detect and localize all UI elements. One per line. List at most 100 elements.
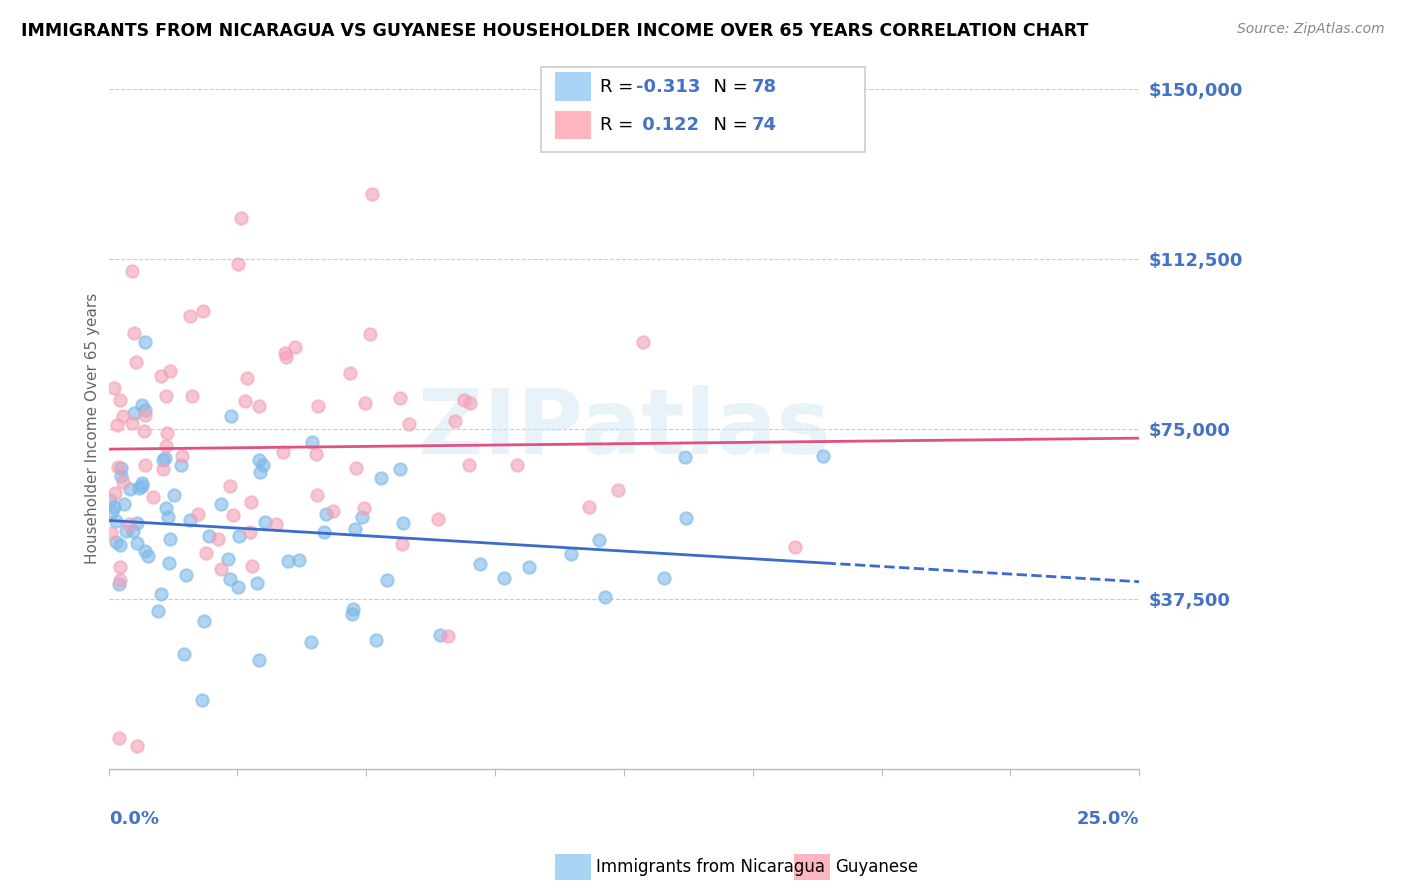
Point [101,505,124,519]
Point [494,571,516,585]
Point [264,516,287,531]
Point [247,453,270,467]
Point [111,409,134,424]
Point [105,514,128,528]
Point [122,406,145,420]
Point [228,529,250,543]
Point [110,392,132,407]
Point [229,211,252,225]
Point [103,381,125,395]
Point [155,388,177,402]
Point [453,393,475,408]
Text: R =: R = [600,116,640,134]
Point [322,504,344,518]
Point [134,543,156,558]
Point [110,461,132,475]
Point [105,535,128,549]
Point [152,461,174,475]
Point [193,614,215,628]
Point [458,396,481,410]
Point [125,516,148,531]
Point [120,482,142,496]
Point [506,458,529,472]
Point [155,450,177,465]
Point [360,187,382,202]
Point [218,572,240,586]
Point [114,524,136,539]
Y-axis label: Householder Income Over 65 years: Householder Income Over 65 years [86,293,100,565]
Point [152,452,174,467]
Point [198,529,221,543]
Point [370,471,392,485]
Point [593,591,616,605]
Text: IMMIGRANTS FROM NICARAGUA VS GUYANESE HOUSEHOLDER INCOME OVER 65 YEARS CORRELATI: IMMIGRANTS FROM NICARAGUA VS GUYANESE HO… [21,22,1088,40]
Point [179,513,201,527]
Point [136,549,159,564]
Point [391,537,413,551]
Text: 0.122: 0.122 [636,116,699,134]
Point [150,369,173,384]
Point [443,414,465,428]
Point [131,398,153,412]
Point [146,604,169,618]
Point [588,533,610,547]
Point [388,461,411,475]
Point [246,575,269,590]
Point [110,468,132,483]
Point [339,366,361,380]
Point [157,510,180,524]
Point [159,364,181,378]
Point [221,409,243,423]
Point [125,536,148,550]
Point [209,497,232,511]
Point [673,450,696,465]
Point [236,371,259,385]
Point [352,510,374,524]
Point [299,634,322,648]
Text: Guyanese: Guyanese [835,858,918,876]
Point [134,334,156,349]
Point [127,739,149,753]
Point [253,516,276,530]
Point [159,532,181,546]
Point [155,439,177,453]
Point [240,559,263,574]
Point [398,417,420,431]
Point [142,491,165,505]
Point [155,501,177,516]
Point [228,257,250,271]
Point [121,264,143,278]
Point [239,525,262,540]
Text: N =: N = [702,116,754,134]
Text: ZIPatlas: ZIPatlas [418,384,830,473]
Point [131,479,153,493]
Point [131,476,153,491]
Point [458,458,481,473]
Point [364,633,387,648]
Point [173,647,195,661]
Point [108,731,131,745]
Point [240,495,263,509]
Point [98,492,121,507]
Point [340,607,363,621]
Point [149,587,172,601]
Point [249,465,271,479]
Point [122,524,145,538]
Point [134,402,156,417]
Point [307,488,329,502]
Point [107,460,129,475]
Point [157,556,180,570]
Point [124,355,146,369]
Point [631,334,654,349]
Point [111,475,134,490]
Text: R =: R = [600,78,640,95]
Point [108,560,131,574]
Point [107,577,129,591]
Point [219,479,242,493]
Point [276,351,298,365]
Point [287,553,309,567]
Point [301,434,323,449]
Point [783,540,806,554]
Point [392,516,415,530]
Point [284,340,307,354]
